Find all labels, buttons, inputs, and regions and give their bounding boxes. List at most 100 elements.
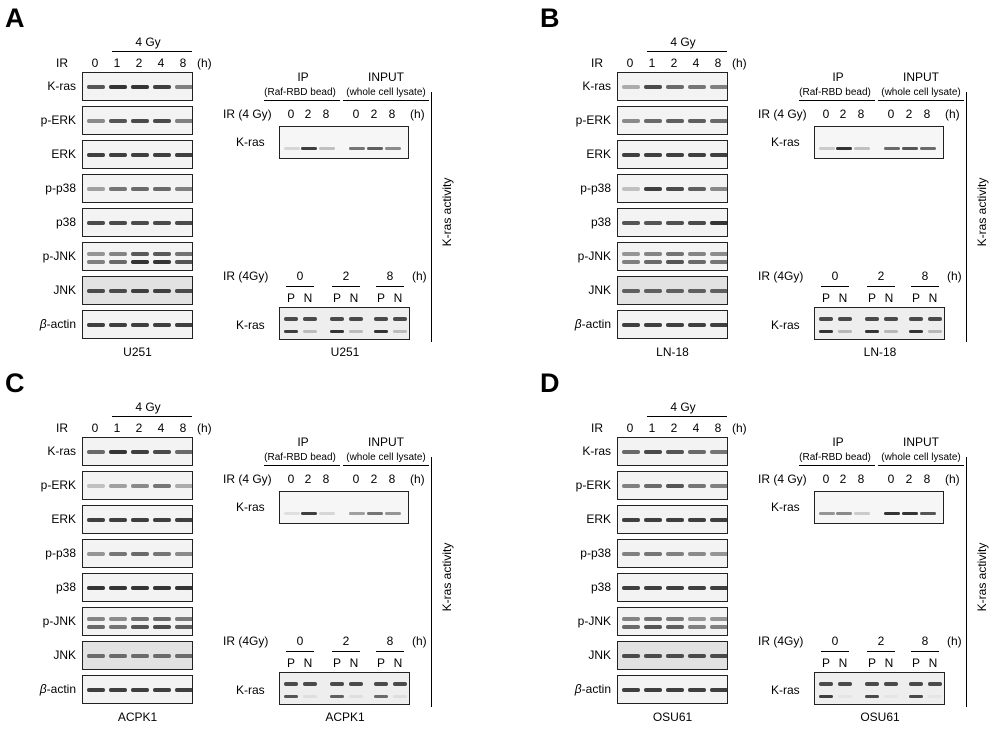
protein-band bbox=[131, 85, 149, 89]
protein-band bbox=[284, 330, 298, 333]
protein-band bbox=[902, 147, 918, 150]
hour-label: (h) bbox=[947, 269, 962, 283]
cell-line-label: U251 bbox=[330, 345, 360, 359]
western-blot-strip bbox=[617, 641, 728, 670]
dose-bracket bbox=[647, 51, 727, 52]
protein-band bbox=[153, 518, 171, 522]
ip-time-label: 0 bbox=[287, 472, 295, 486]
protein-band bbox=[622, 85, 640, 89]
protein-band bbox=[87, 153, 105, 157]
protein-band bbox=[644, 586, 662, 590]
p-label: P bbox=[911, 656, 920, 670]
protein-band bbox=[688, 289, 706, 293]
kras-label: K-ras bbox=[771, 318, 800, 332]
protein-band bbox=[175, 484, 192, 488]
ip-bracket bbox=[799, 465, 875, 466]
hour-label: (h) bbox=[945, 107, 960, 121]
protein-band bbox=[385, 147, 401, 150]
protein-band bbox=[303, 330, 317, 333]
pn-bracket bbox=[376, 651, 404, 652]
input-bracket bbox=[343, 465, 429, 466]
blot-row-label: p-ERK bbox=[40, 113, 76, 127]
pn-bracket bbox=[867, 286, 895, 287]
ir-label: IR bbox=[56, 56, 68, 70]
protein-band bbox=[109, 221, 127, 225]
pn-bracket bbox=[332, 286, 360, 287]
kras-label: K-ras bbox=[236, 135, 265, 149]
protein-band bbox=[666, 518, 684, 522]
protein-band bbox=[666, 289, 684, 293]
protein-band bbox=[666, 654, 684, 658]
protein-band bbox=[153, 552, 171, 556]
protein-band bbox=[644, 187, 662, 191]
protein-band bbox=[131, 323, 149, 327]
protein-band bbox=[688, 484, 706, 488]
protein-band bbox=[710, 688, 727, 692]
cell-line-label: LN-18 bbox=[656, 345, 689, 359]
protein-band bbox=[175, 153, 192, 157]
ip-time-label: 8 bbox=[322, 107, 330, 121]
protein-band bbox=[928, 682, 942, 686]
protein-band bbox=[109, 688, 127, 692]
protein-band bbox=[301, 512, 317, 515]
kras-label: K-ras bbox=[771, 683, 800, 697]
protein-band bbox=[374, 330, 388, 333]
hour-label: (h) bbox=[945, 472, 960, 486]
ip-time-label: 8 bbox=[322, 472, 330, 486]
protein-band bbox=[175, 221, 192, 225]
protein-band bbox=[109, 252, 127, 256]
protein-band bbox=[393, 330, 407, 333]
timepoint-label: 8 bbox=[714, 421, 722, 435]
protein-band bbox=[622, 289, 640, 293]
protein-band bbox=[666, 252, 684, 256]
input-time-label: 2 bbox=[905, 107, 913, 121]
input-label: INPUT bbox=[903, 70, 939, 84]
protein-band bbox=[622, 323, 640, 327]
protein-band bbox=[367, 147, 383, 150]
western-blot-strip bbox=[617, 140, 728, 169]
pn-blot bbox=[814, 307, 945, 340]
protein-band bbox=[109, 552, 127, 556]
protein-band bbox=[284, 695, 298, 698]
protein-band bbox=[175, 688, 192, 692]
input-time-label: 8 bbox=[388, 107, 396, 121]
protein-band bbox=[622, 187, 640, 191]
dose-label: 4 Gy bbox=[135, 35, 161, 49]
n-label: N bbox=[349, 291, 359, 305]
protein-band bbox=[87, 654, 105, 658]
protein-band bbox=[666, 187, 684, 191]
ip-sub-label: (Raf-RBD bead) bbox=[799, 87, 871, 98]
ip-bracket bbox=[799, 100, 875, 101]
blot-row-label: p-JNK bbox=[42, 614, 76, 628]
pn-bracket bbox=[821, 286, 849, 287]
protein-band bbox=[884, 330, 898, 333]
activity-bracket bbox=[431, 92, 432, 342]
protein-band bbox=[710, 450, 727, 454]
protein-band bbox=[153, 187, 171, 191]
cell-line-label: U251 bbox=[123, 345, 152, 359]
protein-band bbox=[109, 450, 127, 454]
protein-band bbox=[622, 518, 640, 522]
protein-band bbox=[666, 617, 684, 621]
protein-band bbox=[87, 260, 105, 264]
western-blot-strip bbox=[617, 607, 728, 636]
western-blot-strip bbox=[617, 471, 728, 500]
protein-band bbox=[87, 289, 105, 293]
kras-activity-label: K-ras activity bbox=[440, 177, 454, 247]
protein-band bbox=[109, 289, 127, 293]
input-time-label: 0 bbox=[887, 472, 895, 486]
protein-band bbox=[710, 119, 727, 123]
pn-bracket bbox=[332, 651, 360, 652]
p-label: P bbox=[911, 291, 920, 305]
pn-time-label: 0 bbox=[296, 634, 304, 648]
protein-band bbox=[666, 221, 684, 225]
protein-band bbox=[819, 512, 835, 515]
protein-band bbox=[349, 695, 363, 698]
blot-row-label: β-actin bbox=[0, 317, 76, 331]
protein-band bbox=[920, 512, 936, 515]
n-label: N bbox=[928, 656, 938, 670]
protein-band bbox=[688, 187, 706, 191]
protein-band bbox=[349, 330, 363, 333]
protein-band bbox=[175, 450, 192, 454]
ip-bracket bbox=[264, 100, 340, 101]
